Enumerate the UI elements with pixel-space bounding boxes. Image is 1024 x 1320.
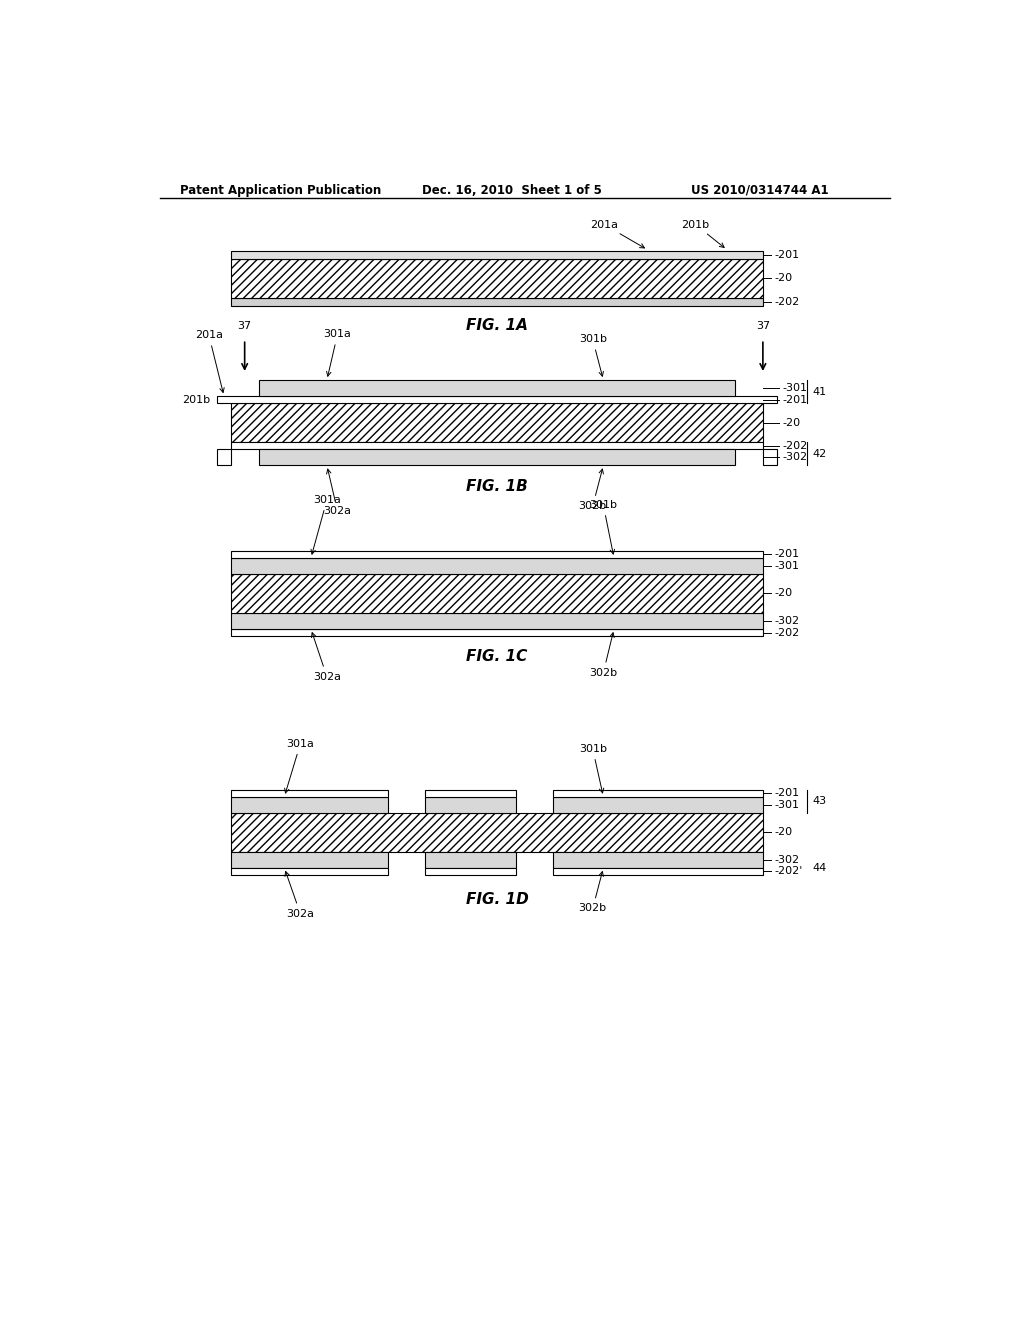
Bar <box>231 297 763 306</box>
Bar <box>231 867 388 875</box>
Text: 301b: 301b <box>579 334 607 376</box>
Bar <box>231 259 763 297</box>
Text: 201a: 201a <box>195 330 224 392</box>
Text: -202: -202 <box>775 297 800 306</box>
Text: 41: 41 <box>813 387 827 397</box>
Text: FIG. 1B: FIG. 1B <box>466 479 528 494</box>
Bar <box>425 797 516 813</box>
Text: -202: -202 <box>775 627 800 638</box>
Text: FIG. 1C: FIG. 1C <box>466 649 527 664</box>
Text: 302a: 302a <box>311 632 341 681</box>
Bar <box>231 442 763 449</box>
Bar <box>553 867 763 875</box>
Text: 301b: 301b <box>579 744 607 793</box>
Bar <box>425 851 516 867</box>
Text: -301: -301 <box>775 800 800 810</box>
Bar <box>231 574 763 612</box>
Text: -301: -301 <box>782 383 808 393</box>
Bar <box>231 251 763 259</box>
Bar <box>217 396 777 404</box>
Bar <box>231 259 763 297</box>
Text: Patent Application Publication: Patent Application Publication <box>179 183 381 197</box>
Text: 302b: 302b <box>579 871 607 913</box>
Text: 201b: 201b <box>681 219 724 247</box>
Text: 43: 43 <box>813 796 827 807</box>
Bar <box>259 449 735 466</box>
Bar <box>425 789 516 797</box>
Text: -201: -201 <box>775 788 800 799</box>
Bar <box>231 630 763 636</box>
Bar <box>217 449 231 466</box>
Text: -20: -20 <box>775 828 793 837</box>
Text: -201: -201 <box>775 549 800 560</box>
Bar <box>553 851 763 867</box>
Bar <box>231 813 763 851</box>
Text: -202': -202' <box>775 866 803 876</box>
Text: -202: -202 <box>782 441 808 450</box>
Text: 201b: 201b <box>182 395 211 405</box>
Text: -302: -302 <box>775 616 800 626</box>
Bar <box>231 612 763 630</box>
Bar <box>553 789 763 797</box>
Text: US 2010/0314744 A1: US 2010/0314744 A1 <box>691 183 829 197</box>
Text: 201a: 201a <box>590 219 644 248</box>
Text: -201: -201 <box>782 395 808 405</box>
Bar <box>553 797 763 813</box>
Text: -20: -20 <box>775 589 793 598</box>
Text: 301a: 301a <box>285 739 314 793</box>
Text: FIG. 1D: FIG. 1D <box>466 892 528 907</box>
Text: 302a: 302a <box>324 469 351 516</box>
Text: -201: -201 <box>775 249 800 260</box>
Text: 301a: 301a <box>311 495 341 554</box>
Bar <box>231 789 388 797</box>
Text: -302: -302 <box>775 855 800 865</box>
Bar <box>231 797 388 813</box>
Bar <box>231 851 388 867</box>
Bar <box>231 558 763 574</box>
Text: -20: -20 <box>775 273 793 284</box>
Text: -302: -302 <box>782 453 808 462</box>
Text: -20: -20 <box>782 417 801 428</box>
Text: 302b: 302b <box>579 469 607 511</box>
Bar <box>763 449 777 466</box>
Text: 301a: 301a <box>324 329 351 376</box>
Text: 302a: 302a <box>285 871 314 919</box>
Text: 37: 37 <box>756 321 770 331</box>
Text: 44: 44 <box>813 863 827 873</box>
Bar <box>259 380 735 396</box>
Text: FIG. 1A: FIG. 1A <box>466 318 528 333</box>
Text: Dec. 16, 2010  Sheet 1 of 5: Dec. 16, 2010 Sheet 1 of 5 <box>422 183 601 197</box>
Bar <box>231 404 763 442</box>
Text: 37: 37 <box>238 321 252 331</box>
Text: 301b: 301b <box>590 500 617 554</box>
Bar <box>425 867 516 875</box>
Text: -301: -301 <box>775 561 800 572</box>
Text: 302b: 302b <box>589 632 617 677</box>
Bar <box>231 813 763 851</box>
Bar <box>231 550 763 558</box>
Bar <box>231 404 763 442</box>
Bar <box>231 574 763 612</box>
Text: 42: 42 <box>813 449 827 458</box>
